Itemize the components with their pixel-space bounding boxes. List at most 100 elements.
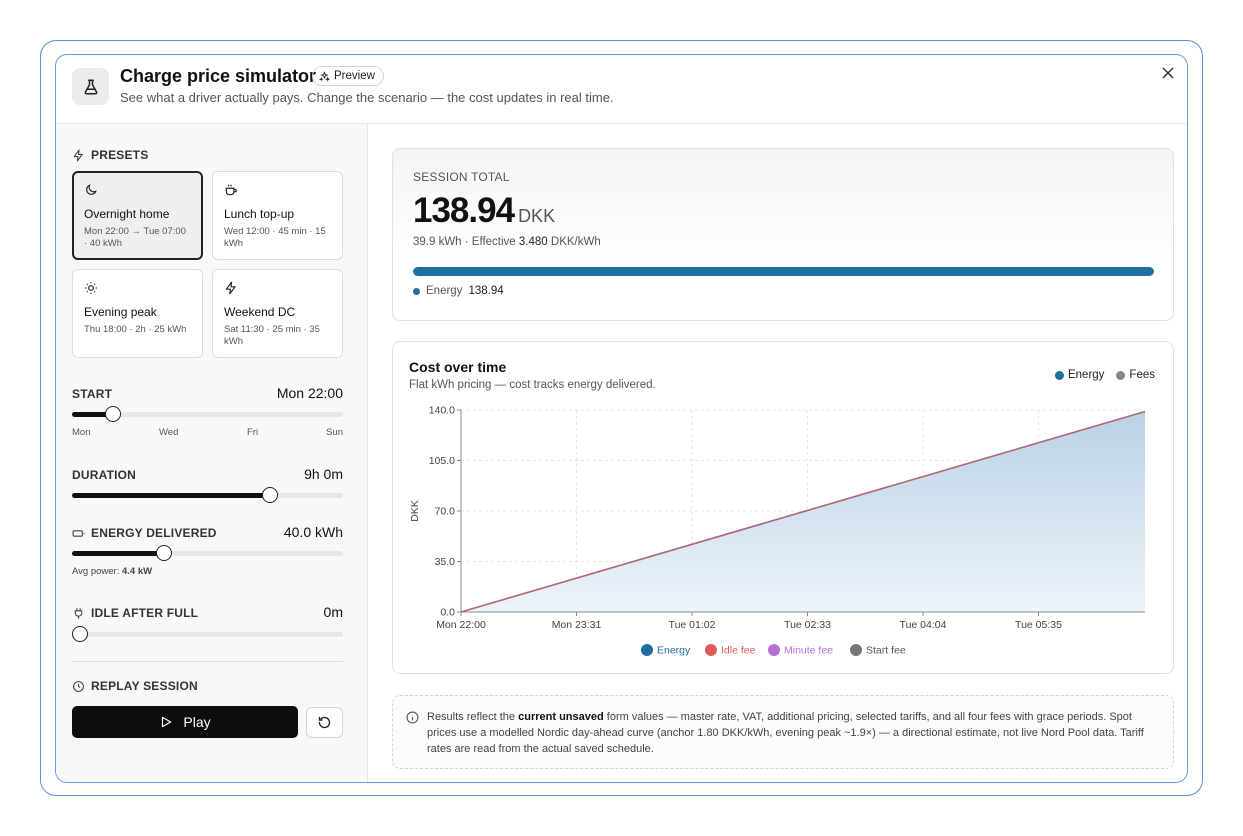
tick-label: Fri xyxy=(247,427,259,438)
legend-energy: Energy xyxy=(1054,369,1105,381)
x-tick-label: Mon 22:00 xyxy=(436,619,486,631)
cost-chart-card: Cost over time Flat kWh pricing — cost t… xyxy=(392,341,1174,674)
simulator-dialog: Charge price simulator Preview See what … xyxy=(55,54,1188,783)
start-value: Mon 22:00 xyxy=(276,385,343,401)
start-label: START xyxy=(72,387,113,401)
legend-label: Energy xyxy=(1067,369,1105,381)
start-slider[interactable] xyxy=(72,406,343,422)
idle-slider[interactable] xyxy=(72,626,343,642)
effective-rate-unit: DKK/kWh xyxy=(550,236,601,248)
lightning-icon xyxy=(73,149,83,161)
total-currency: DKK xyxy=(518,206,556,226)
tick-label: Mon xyxy=(72,427,91,438)
sun-icon xyxy=(85,282,97,294)
dialog-header: Charge price simulator Preview See what … xyxy=(56,55,1187,124)
coffee-icon xyxy=(225,184,237,196)
duration-slider[interactable] xyxy=(72,487,343,503)
start-slider-fill xyxy=(72,412,113,417)
x-tick-label: Tue 04:04 xyxy=(900,619,947,631)
preset-weekend-dc[interactable]: Weekend DC Sat 11:30 · 25 min · 35 kWh xyxy=(212,269,343,358)
legend-label: Idle fee xyxy=(721,645,756,657)
plug-icon xyxy=(74,607,83,619)
energy-bar-fill xyxy=(413,267,1154,276)
y-axis-label: DKK xyxy=(409,500,421,522)
tick-label: Wed xyxy=(159,427,179,438)
sparkles-icon xyxy=(319,70,330,82)
session-total-amount: 138.94 DKK xyxy=(413,191,555,231)
preset-name: Overnight home xyxy=(84,207,170,221)
disclaimer-note: Results reflect the current unsaved form… xyxy=(392,695,1174,769)
energy-dot xyxy=(413,287,420,295)
duration-slider-fill xyxy=(72,493,270,498)
x-tick-label: Tue 02:33 xyxy=(784,619,831,631)
energy-effective-prefix: 39.9 kWh · Effective xyxy=(413,236,516,248)
page-subtitle: See what a driver actually pays. Change … xyxy=(120,90,614,105)
moon-icon xyxy=(86,184,97,195)
avg-power-label: Avg power: xyxy=(72,566,120,577)
lightning-icon xyxy=(225,281,236,295)
x-tick-label: Tue 01:02 xyxy=(669,619,716,631)
x-tick-label: Tue 05:35 xyxy=(1015,619,1062,631)
total-amount-value: 138.94 xyxy=(413,191,515,230)
note-bold: current unsaved xyxy=(518,711,604,723)
legend-marker xyxy=(850,644,862,656)
idle-label: IDLE AFTER FULL xyxy=(72,606,198,620)
legend-label: Fees xyxy=(1129,369,1155,381)
duration-slider-thumb[interactable] xyxy=(261,487,278,503)
play-button[interactable]: Play xyxy=(72,706,298,738)
legend-fees: Fees xyxy=(1116,369,1155,381)
preset-overnight-home[interactable]: Overnight home Mon 22:00 → Tue 07:00 · 4… xyxy=(72,171,203,260)
session-total-sub: 39.9 kWh · Effective 3.480 DKK/kWh xyxy=(413,236,601,248)
play-button-label: Play xyxy=(183,714,211,730)
note-text-1: Results reflect the xyxy=(427,711,516,723)
energy-legend-value: 138.94 xyxy=(468,285,504,297)
preset-lunch-top-up[interactable]: Lunch top-up Wed 12:00 · 45 min · 15 kWh xyxy=(212,171,343,260)
idle-slider-thumb[interactable] xyxy=(72,626,89,642)
tick-label: Sun xyxy=(326,427,343,438)
info-icon xyxy=(406,711,419,724)
preset-meta: Thu 18:00 · 2h · 25 kWh xyxy=(84,324,187,335)
preset-name: Evening peak xyxy=(84,305,157,319)
preview-badge: Preview xyxy=(312,66,384,86)
reset-icon xyxy=(318,716,331,729)
effective-rate: 3.480 xyxy=(518,236,548,248)
legend-marker xyxy=(641,644,653,656)
chart-top-legend: Energy Fees xyxy=(1054,369,1155,381)
preset-meta: Wed 12:00 · 45 min · 15 kWh xyxy=(224,226,326,249)
legend-label: Energy xyxy=(657,645,691,657)
idle-value: 0m xyxy=(323,604,343,620)
cost-breakdown-legend: Energy 138.94 xyxy=(413,285,504,297)
y-tick-label: 35.0 xyxy=(435,556,456,568)
start-slider-thumb[interactable] xyxy=(104,406,121,422)
legend-marker xyxy=(705,644,717,656)
y-tick-label: 140.0 xyxy=(429,405,455,417)
session-total-label: SESSION TOTAL xyxy=(413,170,510,184)
session-total-card: SESSION TOTAL 138.94 DKK 39.9 kWh · Effec… xyxy=(392,148,1174,321)
play-icon xyxy=(162,716,172,728)
energy-slider[interactable] xyxy=(72,545,343,561)
replay-label: REPLAY SESSION xyxy=(91,679,198,693)
flask-icon xyxy=(72,68,109,105)
close-button[interactable] xyxy=(1159,64,1177,82)
y-tick-label: 105.0 xyxy=(429,455,455,467)
preset-meta: Sat 11:30 · 25 min · 35 kWh xyxy=(224,324,320,347)
cost-chart: 0.0 35.0 70.0 105.0 140.0 DKK Mon 22:00 Mon 23:… xyxy=(409,405,1146,657)
presets-heading: PRESETS xyxy=(72,148,148,162)
preset-name: Lunch top-up xyxy=(224,207,295,221)
energy-label-text: ENERGY DELIVERED xyxy=(91,526,217,540)
preset-meta: Mon 22:00 → Tue 07:00 · 40 kWh xyxy=(84,226,186,249)
presets-label: PRESETS xyxy=(91,148,149,162)
legend-dot xyxy=(1054,370,1064,380)
preset-name: Weekend DC xyxy=(224,305,296,319)
outer-frame xyxy=(40,40,1203,796)
battery-icon xyxy=(72,529,85,537)
preset-evening-peak[interactable]: Evening peak Thu 18:00 · 2h · 25 kWh xyxy=(72,269,203,358)
chart-subtitle: Flat kWh pricing — cost tracks energy de… xyxy=(409,379,656,391)
reset-button[interactable] xyxy=(306,707,343,738)
page-title: Charge price simulator xyxy=(120,66,317,86)
energy-slider-thumb[interactable] xyxy=(156,545,173,561)
avg-power-value: 4.4 kW xyxy=(122,566,153,577)
energy-slider-fill xyxy=(72,551,165,556)
energy-legend-label: Energy xyxy=(426,285,463,297)
preview-badge-label: Preview xyxy=(334,70,375,82)
